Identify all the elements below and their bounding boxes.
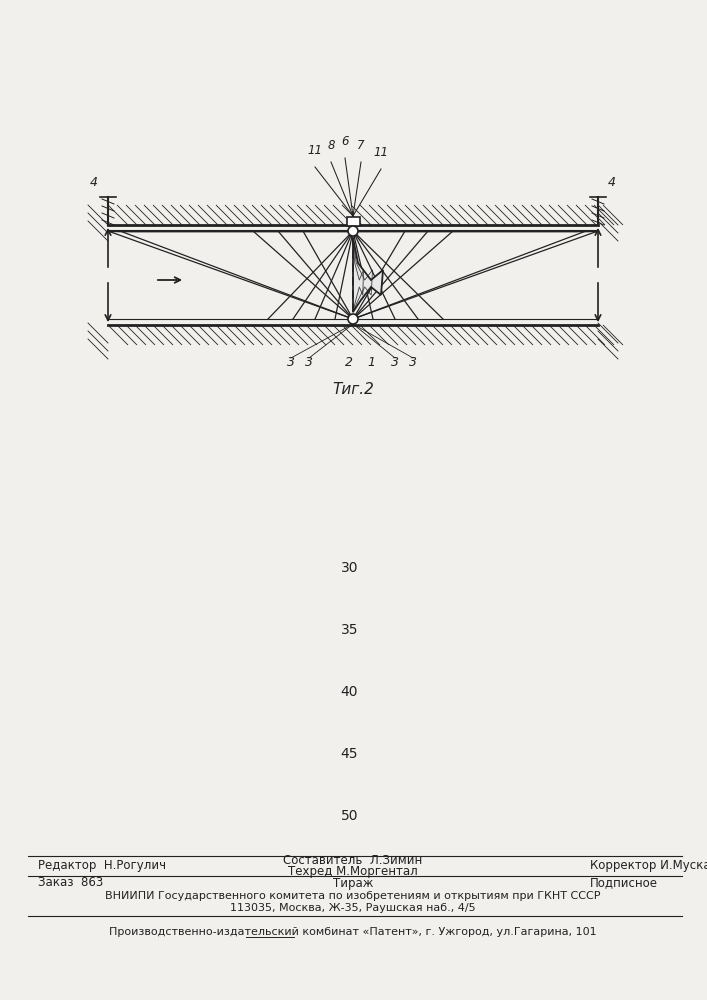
- Text: 3: 3: [305, 357, 313, 369]
- Text: Тираж: Тираж: [333, 876, 373, 890]
- Text: 113035, Москва, Ж-35, Раушская наб., 4/5: 113035, Москва, Ж-35, Раушская наб., 4/5: [230, 903, 476, 913]
- Text: 35: 35: [341, 623, 358, 637]
- Text: Редактор  Н.Рогулич: Редактор Н.Рогулич: [38, 859, 166, 872]
- Text: Корректор И.Муска: Корректор И.Муска: [590, 859, 707, 872]
- Text: ВНИИПИ Государственного комитета по изобретениям и открытиям при ГКНТ СССР: ВНИИПИ Государственного комитета по изоб…: [105, 891, 601, 901]
- Text: 1: 1: [367, 357, 375, 369]
- Text: 40: 40: [341, 685, 358, 699]
- Text: Τиг.2: Τиг.2: [332, 382, 374, 397]
- Text: 7: 7: [357, 139, 365, 152]
- Text: Заказ  863: Заказ 863: [38, 876, 103, 890]
- Text: 11: 11: [308, 144, 322, 157]
- Text: 3: 3: [287, 357, 295, 369]
- Text: Производственно-издательский комбинат «Патент», г. Ужгород, ул.Гагарина, 101: Производственно-издательский комбинат «П…: [109, 927, 597, 937]
- Text: 8: 8: [327, 139, 334, 152]
- Circle shape: [348, 226, 358, 236]
- Text: 4: 4: [608, 176, 616, 190]
- Bar: [346, 217, 359, 226]
- Text: 2: 2: [345, 357, 353, 369]
- Text: Подписное: Подписное: [590, 876, 658, 890]
- Text: 4: 4: [90, 176, 98, 190]
- Circle shape: [348, 314, 358, 324]
- Text: Составитель  Л.Зимин: Составитель Л.Зимин: [284, 854, 423, 867]
- Text: 3: 3: [391, 357, 399, 369]
- Text: 3: 3: [409, 357, 417, 369]
- Polygon shape: [353, 238, 383, 312]
- Text: Техред М.Моргентал: Техред М.Моргентал: [288, 864, 418, 878]
- Text: 6: 6: [341, 135, 349, 148]
- Text: 30: 30: [341, 561, 358, 575]
- Text: 45: 45: [341, 747, 358, 761]
- Text: 11: 11: [373, 146, 389, 159]
- Text: 50: 50: [341, 809, 358, 823]
